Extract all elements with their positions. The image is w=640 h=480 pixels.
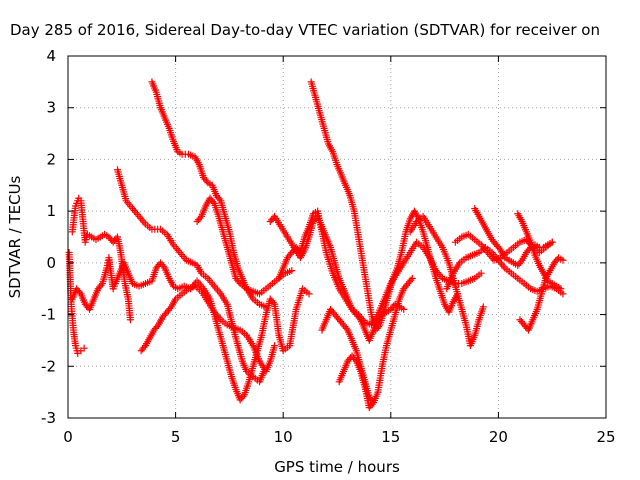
y-tick-label: -1 [41, 306, 56, 324]
data-series [307, 78, 462, 334]
data-point-fill [239, 392, 247, 400]
data-point-fill [166, 305, 174, 313]
y-tick-label: 0 [46, 254, 56, 272]
data-point-fill [342, 324, 350, 332]
x-tick-label: 0 [63, 428, 73, 446]
data-point [559, 290, 567, 298]
data-point [548, 238, 556, 246]
y-tick-label: 1 [46, 202, 56, 220]
data-point [408, 274, 416, 282]
x-tick-label: 20 [489, 428, 508, 446]
data-series [471, 205, 556, 269]
data-point [559, 256, 567, 264]
data-point-fill [140, 343, 148, 351]
data-series [68, 194, 134, 324]
data-point-fill [209, 198, 217, 206]
data-series [514, 210, 565, 293]
data-point [477, 269, 485, 277]
data-point [557, 285, 565, 293]
data-point-fill [202, 177, 210, 185]
data-point-fill [75, 288, 83, 296]
data-series [318, 305, 378, 406]
data-point-fill [159, 262, 167, 270]
data-point [400, 305, 408, 313]
data-series [266, 212, 408, 344]
data-point-fill [407, 276, 415, 284]
data-point [271, 342, 279, 350]
data-point-fill [269, 299, 277, 307]
data-point-fill [153, 323, 161, 331]
tick-layer: 0 5 10 15 20 25 -3 -2 -1 0 1 2 3 4 [41, 47, 616, 446]
data-point [126, 316, 134, 324]
y-tick-label: -2 [41, 357, 56, 375]
data-series [193, 194, 296, 298]
data-point-fill [215, 195, 223, 203]
x-tick-label: 25 [596, 428, 615, 446]
data-series [335, 274, 416, 412]
grid-layer [68, 56, 606, 418]
data-point-fill [517, 258, 525, 266]
y-tick-label: 3 [46, 99, 56, 117]
data-series [68, 254, 313, 404]
plot-frame [67, 55, 607, 419]
data-point-fill [368, 397, 376, 405]
y-tick-label: 2 [46, 150, 56, 168]
x-axis-label: GPS time / hours [274, 458, 400, 476]
chart-title: Day 285 of 2016, Sidereal Day-to-day VTE… [10, 21, 600, 39]
y-tick-label: 4 [46, 47, 56, 65]
data-point [262, 303, 270, 311]
data-series [137, 282, 279, 375]
data-point [80, 344, 88, 352]
data-point-fill [97, 281, 105, 289]
data-point [370, 398, 378, 406]
data-point [305, 290, 313, 298]
y-axis-label: SDTVAR / TECUs [6, 175, 24, 298]
x-tick-label: 5 [171, 428, 181, 446]
data-point [288, 267, 296, 275]
data-point-fill [375, 323, 383, 331]
data-point-fill [196, 214, 204, 222]
y-tick-label: -3 [41, 409, 56, 427]
data-series [275, 207, 485, 329]
data-point-fill [495, 244, 503, 252]
data-point [479, 303, 487, 311]
data-layer [65, 78, 567, 412]
x-tick-label: 10 [274, 428, 293, 446]
x-tick-label: 15 [381, 428, 400, 446]
data-point-fill [235, 278, 243, 286]
